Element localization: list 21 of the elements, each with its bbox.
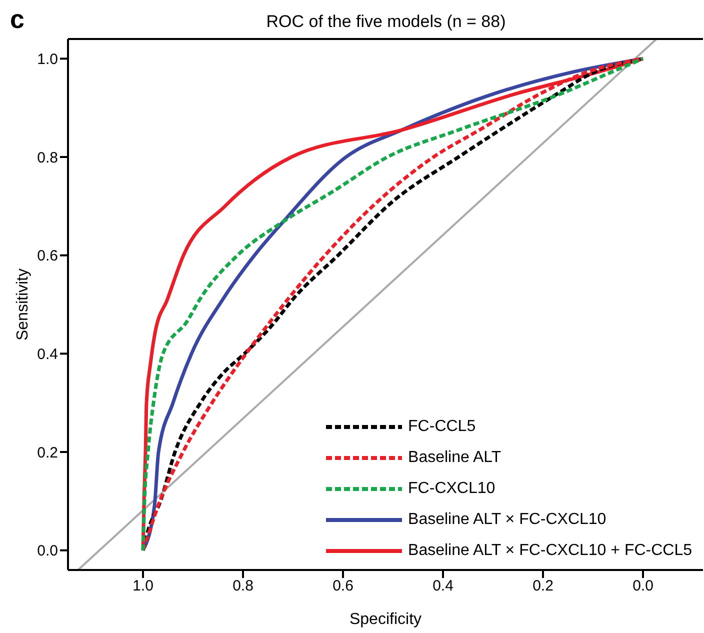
x-tick-label: 0.4 [432,578,454,595]
y-tick-label: 0.4 [37,346,58,363]
x-tick-label: 0.8 [232,578,254,595]
x-tick-label: 0.0 [632,578,654,595]
y-tick-label: 1.0 [37,50,58,68]
x-axis-title: Specificity [349,611,422,628]
y-tick-label: 0.6 [37,248,58,265]
y-tick-label: 0.8 [37,149,58,166]
y-axis-title: Sensitivity [14,268,32,341]
legend-label: FC-CCL5 [408,418,476,436]
legend-label: FC-CXCL10 [408,480,496,498]
legend-label: Baseline ALT × FC-CXCL10 + FC-CCL5 [408,542,692,560]
legend-label: Baseline ALT × FC-CXCL10 [408,510,606,528]
y-tick-label: 0.0 [37,542,58,560]
chart-title: ROC of the five models (n = 88) [265,12,507,32]
x-tick-label: 0.6 [332,578,354,595]
text: c [10,4,24,35]
y-tick-label: 0.2 [37,444,58,462]
x-tick-label: 1.0 [132,578,154,595]
x-tick-label: 0.2 [532,578,554,595]
legend-label: Baseline ALT [408,448,502,466]
